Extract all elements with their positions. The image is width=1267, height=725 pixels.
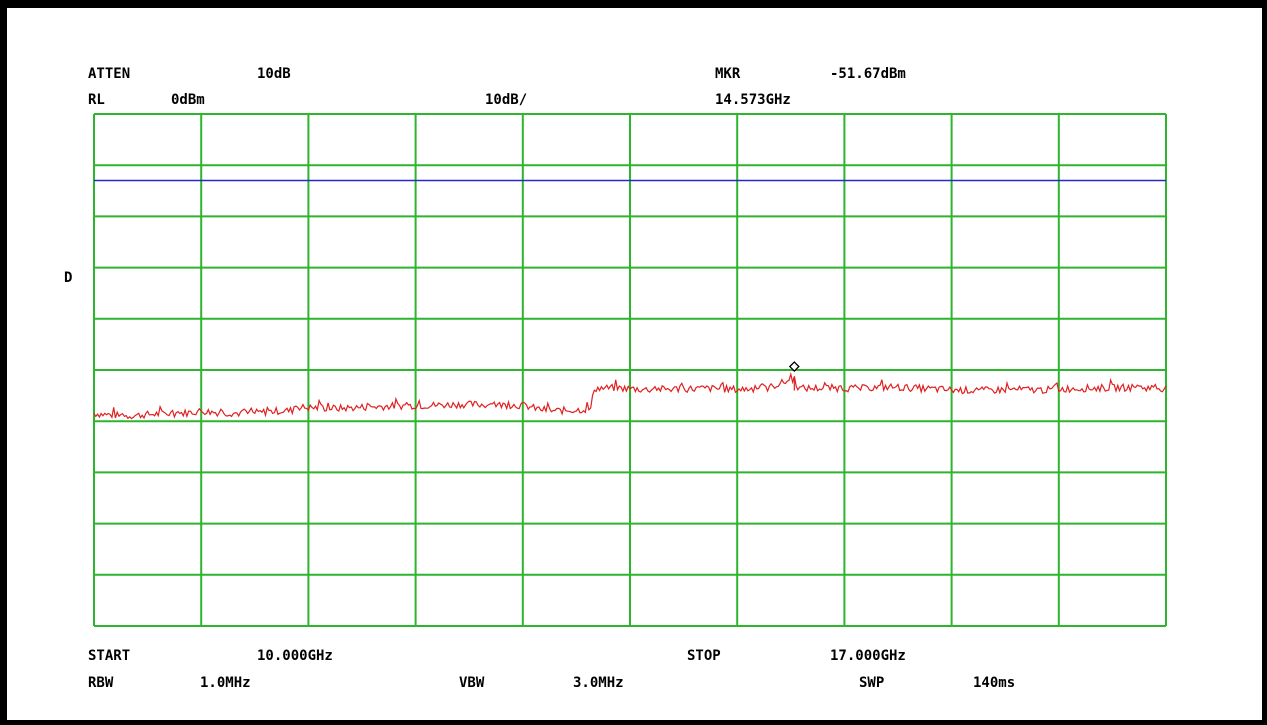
rbw-value: 1.0MHz bbox=[200, 675, 251, 691]
spectrum-plot bbox=[93, 113, 1167, 627]
detector-label: D bbox=[64, 270, 73, 286]
ref-level-value: 0dBm bbox=[171, 92, 205, 108]
scale-per-division: 10dB/ bbox=[485, 92, 528, 108]
vbw-label: VBW bbox=[459, 675, 485, 691]
trace-group bbox=[93, 371, 1167, 420]
stop-frequency: 17.000GHz bbox=[830, 648, 906, 664]
sweep-label: SWP bbox=[859, 675, 885, 691]
sweep-time: 140ms bbox=[973, 675, 1016, 691]
atten-label: ATTEN bbox=[88, 66, 131, 82]
rbw-label: RBW bbox=[88, 675, 114, 691]
stop-label: STOP bbox=[687, 648, 721, 664]
marker-amplitude: -51.67dBm bbox=[830, 66, 906, 82]
marker-label: MKR bbox=[715, 66, 741, 82]
marker-group bbox=[788, 361, 800, 391]
marker-frequency: 14.573GHz bbox=[715, 92, 791, 108]
marker-diamond bbox=[788, 361, 800, 372]
start-label: START bbox=[88, 648, 131, 664]
spectrum-trace bbox=[93, 371, 1167, 420]
graticule bbox=[93, 113, 1167, 627]
start-frequency: 10.000GHz bbox=[257, 648, 333, 664]
analyzer-screen: ATTEN 10dB MKR -51.67dBm RL 0dBm 10dB/ 1… bbox=[7, 8, 1262, 720]
atten-value: 10dB bbox=[257, 66, 291, 82]
ref-level-label: RL bbox=[88, 92, 105, 108]
vbw-value: 3.0MHz bbox=[573, 675, 624, 691]
